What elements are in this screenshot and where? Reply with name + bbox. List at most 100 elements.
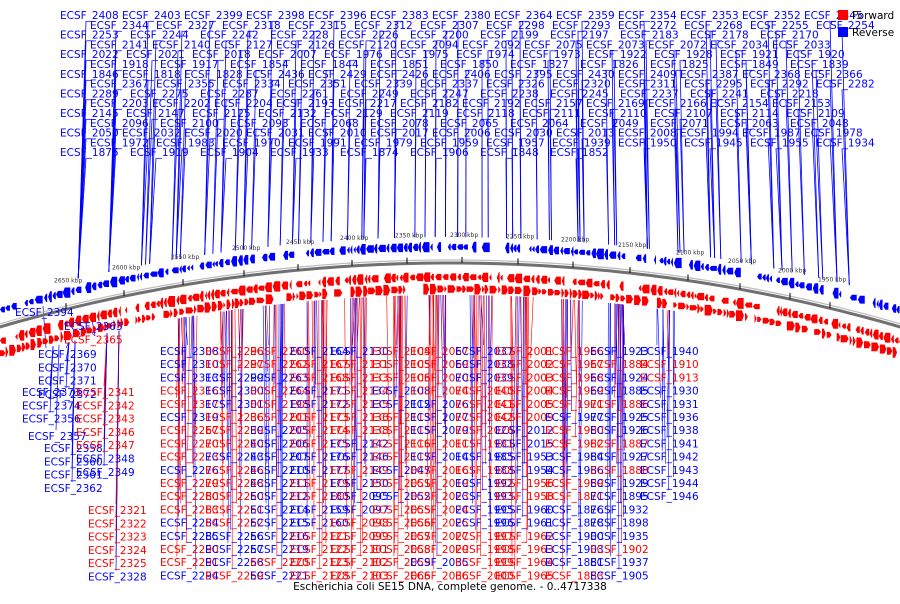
gene-label: ECSF_1898: [590, 518, 649, 530]
reverse-gene: [757, 274, 762, 280]
reverse-gene: [674, 258, 682, 268]
reverse-gene: [330, 248, 335, 255]
reverse-gene: [448, 244, 451, 251]
forward-gene: [642, 296, 649, 305]
reverse-gene: [118, 276, 124, 284]
reverse-gene: [172, 267, 179, 273]
reverse-gene: [529, 246, 531, 252]
gene-label: ECSF_2343: [76, 414, 135, 426]
forward-gene: [850, 336, 852, 346]
forward-gene: [639, 285, 642, 291]
gene-label: ECSF_2347: [76, 440, 135, 452]
reverse-gene: [586, 250, 591, 255]
forward-gene: [507, 274, 514, 282]
reverse-gene: [71, 287, 74, 294]
reverse-gene: [140, 273, 143, 281]
forward-gene: [456, 286, 462, 291]
forward-gene: [736, 298, 744, 309]
forward-gene: [831, 319, 838, 329]
forward-gene: [265, 282, 272, 292]
forward-gene: [804, 314, 810, 321]
forward-gene: [838, 321, 840, 328]
forward-gene: [398, 286, 402, 294]
reverse-gene: [212, 261, 214, 266]
forward-gene: [657, 286, 662, 295]
reverse-gene: [52, 292, 55, 299]
reverse-gene: [386, 244, 389, 253]
forward-gene: [485, 285, 489, 294]
forward-gene: [782, 308, 787, 316]
gene-label: ECSF_1932: [590, 504, 649, 516]
forward-gene: [822, 329, 826, 339]
gene-label: ECSF_2324: [88, 545, 147, 557]
forward-gene: [391, 287, 398, 294]
reverse-gene: [158, 268, 164, 277]
reverse-gene: [418, 242, 421, 253]
reverse-gene: [215, 261, 218, 266]
forward-gene: [691, 292, 694, 300]
reverse-gene: [513, 245, 516, 252]
forward-gene: [856, 338, 863, 348]
reverse-gene: [5, 305, 10, 310]
reverse-gene: [701, 263, 704, 270]
forward-gene: [273, 281, 281, 291]
forward-gene: [791, 311, 797, 318]
forward-gene: [430, 284, 437, 294]
forward-gene: [15, 334, 17, 340]
forward-gene: [554, 290, 560, 295]
reverse-gene: [806, 283, 812, 290]
forward-gene: [335, 277, 340, 285]
forward-gene: [199, 291, 203, 301]
forward-gene: [554, 277, 561, 285]
forward-gene: [818, 317, 822, 324]
forward-gene: [664, 288, 667, 295]
gene-label: ECSF_1906: [410, 147, 469, 159]
forward-gene: [322, 277, 326, 287]
reverse-gene: [671, 258, 673, 267]
reverse-gene: [0, 307, 5, 313]
reverse-gene: [636, 255, 642, 261]
forward-gene: [402, 273, 408, 283]
forward-gene: [727, 309, 729, 318]
forward-gene: [334, 289, 342, 296]
forward-gene: [363, 286, 368, 297]
reverse-gene: [609, 251, 616, 258]
forward-gene: [211, 289, 214, 300]
gene-label: ECSF_2321: [88, 505, 147, 517]
reverse-gene: [722, 266, 725, 275]
forward-gene: [871, 343, 879, 352]
reverse-gene: [48, 291, 52, 302]
gene-label: ECSF_2328: [88, 572, 147, 584]
forward-gene: [620, 296, 625, 302]
forward-gene: [582, 291, 590, 299]
reverse-gene: [663, 257, 666, 266]
reverse-gene: [617, 252, 620, 260]
reverse-gene: [347, 247, 350, 253]
reverse-gene: [97, 282, 102, 289]
scale-tick-label: 2650 kbp: [54, 278, 82, 285]
reverse-gene: [571, 247, 574, 257]
forward-gene: [856, 326, 860, 333]
gene-label: ECSF_1910: [640, 359, 699, 371]
forward-gene: [194, 305, 196, 313]
reverse-gene: [604, 249, 608, 259]
forward-gene: [586, 279, 593, 288]
forward-gene: [351, 287, 356, 298]
forward-gene: [307, 281, 310, 286]
forward-gene: [745, 302, 752, 307]
forward-gene: [814, 329, 821, 335]
connector-line: [266, 305, 268, 345]
forward-gene: [100, 311, 107, 320]
forward-gene: [709, 296, 715, 302]
forward-gene: [721, 298, 728, 304]
reverse-gene: [654, 255, 656, 265]
reverse-gene: [44, 294, 47, 302]
reverse-gene: [769, 276, 772, 282]
reverse-gene: [799, 282, 805, 288]
forward-gene: [253, 285, 258, 294]
forward-gene: [469, 274, 476, 280]
forward-gene: [619, 281, 623, 290]
gene-label: ECSF_1904: [200, 147, 259, 159]
forward-gene: [107, 310, 112, 318]
